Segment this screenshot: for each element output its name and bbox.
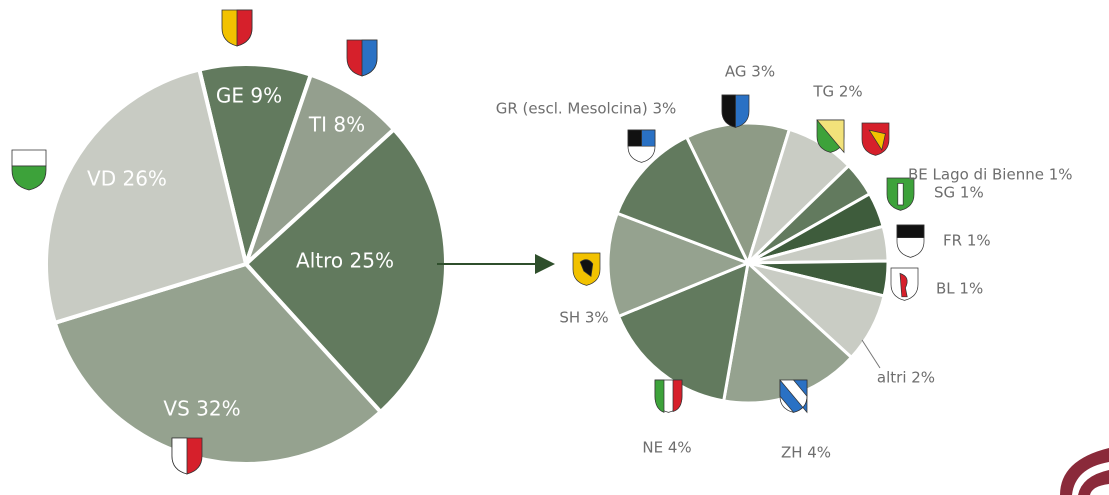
slice-label: BL 1% (936, 280, 983, 298)
slice-label: BE Lago di Bienne 1% (908, 166, 1073, 184)
pie-slice (44, 67, 248, 325)
slice-label: SH 3% (559, 309, 608, 327)
slice-label: NE 4% (642, 439, 691, 457)
logo (1060, 448, 1109, 495)
flags (11, 9, 925, 475)
pie-slice (244, 127, 448, 414)
slice-label: ZH 4% (781, 444, 831, 462)
pie-slice (615, 135, 750, 265)
leader-line (861, 339, 881, 369)
slice-label: altri 2% (877, 369, 935, 387)
pie-slice (617, 261, 750, 403)
pie-slice (606, 211, 750, 318)
slice-label: VS 32% (163, 397, 240, 421)
slice-label: VD 26% (87, 167, 167, 191)
slice-label: Altro 25% (296, 249, 394, 273)
slice-label: GR (escl. Mesolcina) 3% (496, 100, 677, 118)
pie-slice (197, 62, 313, 266)
slice-label: SG 1% (934, 184, 984, 202)
slice-label: TG 2% (812, 83, 862, 101)
slice-label: AG 3% (725, 63, 775, 81)
slice-label: FR 1% (943, 232, 991, 250)
slice-label: TI 8% (308, 113, 365, 137)
slice-label: GE 9% (216, 84, 282, 108)
